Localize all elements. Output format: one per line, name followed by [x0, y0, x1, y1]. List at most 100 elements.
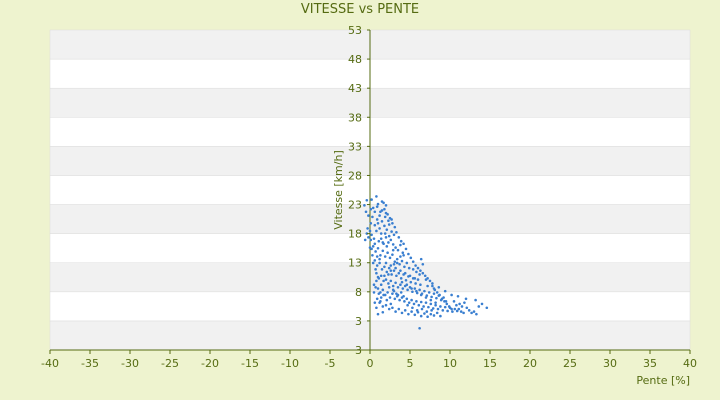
data-point — [407, 266, 411, 270]
data-point — [399, 239, 403, 243]
data-point — [423, 289, 426, 293]
data-point — [399, 255, 402, 258]
data-point — [398, 262, 401, 266]
data-point — [372, 291, 376, 294]
data-point — [424, 296, 428, 299]
data-point — [455, 303, 458, 307]
data-point — [407, 312, 410, 316]
data-point — [416, 278, 420, 281]
data-point — [431, 284, 434, 288]
data-point — [456, 294, 460, 298]
data-point — [390, 273, 393, 276]
data-point — [395, 257, 399, 261]
x-axis-label: Pente [%] — [636, 374, 690, 387]
data-point — [413, 287, 417, 290]
data-point — [400, 259, 404, 263]
data-point — [424, 301, 428, 304]
x-tick-label: -10 — [281, 357, 299, 370]
data-point — [374, 250, 377, 253]
data-point — [382, 279, 385, 283]
data-point — [394, 281, 397, 285]
x-tick-label: 20 — [523, 357, 537, 370]
data-point — [430, 295, 433, 299]
data-point — [384, 204, 388, 207]
data-point — [396, 285, 400, 289]
data-point — [365, 198, 369, 202]
data-point — [418, 326, 421, 330]
data-point — [379, 232, 383, 235]
data-point — [371, 215, 374, 219]
data-point — [378, 214, 381, 217]
data-point — [386, 251, 389, 255]
data-point — [450, 307, 453, 311]
data-point — [375, 255, 379, 258]
x-tick-label: -20 — [201, 357, 219, 370]
data-point — [453, 307, 457, 311]
data-point — [422, 305, 425, 308]
data-point — [394, 266, 397, 270]
data-point — [386, 213, 389, 216]
data-point — [402, 253, 405, 257]
data-point — [415, 289, 418, 293]
data-point — [409, 280, 413, 284]
data-point — [380, 268, 384, 271]
data-point — [397, 307, 401, 311]
data-point — [435, 296, 438, 300]
data-point — [393, 260, 397, 263]
data-point — [399, 283, 402, 287]
data-point — [426, 315, 429, 319]
data-point — [405, 283, 409, 287]
data-point — [376, 287, 380, 290]
data-point — [416, 266, 420, 270]
data-point — [372, 283, 376, 287]
y-tick-label: 3 — [355, 315, 362, 328]
data-point — [389, 302, 393, 306]
data-point — [368, 229, 372, 233]
data-point — [400, 280, 404, 284]
data-point — [421, 271, 425, 275]
data-point — [395, 261, 399, 265]
data-point — [420, 307, 424, 311]
data-point — [439, 305, 442, 308]
data-point — [463, 301, 466, 304]
data-point — [404, 247, 408, 251]
data-point — [401, 251, 405, 255]
data-point — [365, 232, 369, 235]
x-tick-label: 15 — [483, 357, 497, 370]
data-point — [377, 239, 381, 243]
data-point — [427, 305, 430, 309]
data-point — [441, 309, 445, 312]
data-point — [421, 262, 425, 266]
data-point — [381, 249, 385, 253]
data-point — [387, 219, 390, 223]
data-point — [399, 243, 402, 247]
data-point — [403, 300, 406, 303]
data-point — [415, 270, 418, 274]
data-point — [467, 309, 471, 312]
data-point — [391, 288, 395, 292]
data-point — [400, 311, 404, 315]
data-point — [375, 279, 378, 283]
data-point — [426, 284, 429, 288]
data-point — [393, 225, 397, 229]
data-point — [409, 256, 413, 260]
data-point — [443, 289, 447, 293]
data-point — [368, 246, 372, 249]
data-point — [376, 275, 380, 279]
data-point — [432, 314, 436, 317]
data-point — [379, 274, 383, 278]
data-point — [367, 236, 370, 239]
y-tick-label: 28 — [348, 169, 362, 182]
y-tick-label: 33 — [348, 140, 362, 153]
data-point — [383, 224, 386, 228]
data-point — [387, 266, 391, 270]
data-point — [388, 256, 392, 260]
data-point — [387, 285, 391, 289]
data-point — [371, 245, 375, 248]
data-point — [437, 285, 441, 289]
data-point — [387, 273, 390, 276]
data-point — [374, 285, 377, 289]
data-point — [411, 260, 415, 263]
data-point — [379, 210, 382, 214]
data-point — [383, 232, 387, 235]
